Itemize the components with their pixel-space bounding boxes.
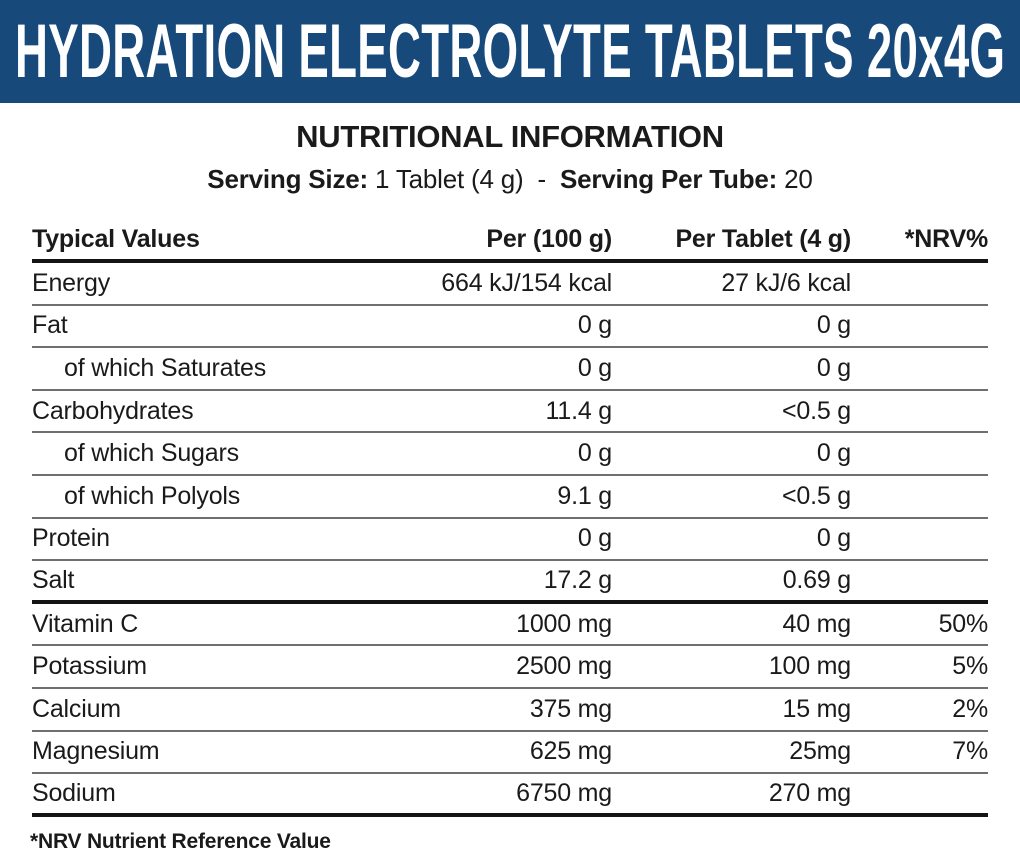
row-per-tablet: 100 mg	[768, 652, 851, 681]
serving-size-value: 1 Tablet (4 g)	[375, 164, 524, 194]
row-per-tablet: 27 kJ/6 kcal	[721, 268, 851, 297]
row-per-100g: 0 g	[577, 353, 612, 382]
row-label: Energy	[32, 268, 111, 297]
table-row: Fat 0 g 0 g	[32, 306, 988, 349]
row-per-100g: 2500 mg	[516, 652, 612, 681]
row-per-tablet: <0.5 g	[781, 396, 851, 425]
row-label: Salt	[32, 565, 75, 594]
row-per-tablet: <0.5 g	[781, 481, 851, 510]
row-per-100g: 17.2 g	[543, 565, 613, 594]
nutrition-table: Typical Values Per (100 g) Per Tablet (4…	[32, 220, 988, 817]
row-per-tablet: 0.69 g	[782, 565, 852, 594]
table-row: Calcium 375 mg 15 mg 2%	[32, 689, 988, 732]
row-per-tablet: 270 mg	[768, 778, 851, 807]
row-nrv: 5%	[952, 652, 988, 681]
serving-info: Serving Size: 1 Tablet (4 g) - Serving Per…	[0, 164, 1020, 195]
row-label: Protein	[32, 524, 110, 553]
table-row: Potassium 2500 mg 100 mg 5%	[32, 646, 988, 689]
row-label: Calcium	[32, 694, 121, 723]
row-label: of which Polyols	[64, 481, 241, 510]
serving-separator: -	[537, 164, 547, 194]
row-per-100g: 11.4 g	[545, 396, 613, 425]
serving-per-tube-value: 20	[784, 164, 813, 194]
col-header-nrv-percent: *NRV%	[904, 225, 988, 253]
row-per-100g: 6750 mg	[516, 778, 612, 807]
row-per-100g: 9.1 g	[557, 481, 612, 510]
row-label: Magnesium	[32, 737, 160, 766]
row-nrv: 2%	[952, 694, 988, 723]
row-label: Vitamin C	[32, 609, 139, 638]
nrv-footnote: *NRV Nutrient Reference Value	[30, 829, 331, 853]
section-title: NUTRITIONAL INFORMATION	[296, 119, 724, 154]
col-header-typical-values: Typical Values	[32, 225, 200, 253]
table-body: Energy 664 kJ/154 kcal 27 kJ/6 kcal Fat 0 g 0…	[32, 263, 988, 817]
row-label: of which Saturates	[64, 353, 267, 382]
serving-per-tube-label: Serving Per Tube:	[559, 164, 778, 194]
table-row: Protein 0 g 0 g	[32, 519, 988, 562]
table-row: Salt 17.2 g 0.69 g	[32, 561, 988, 604]
row-per-100g: 1000 mg	[516, 609, 612, 638]
table-row: Vitamin C 1000 mg 40 mg 50%	[32, 604, 988, 647]
row-label: Carbohydrates	[32, 396, 194, 425]
table-row: Energy 664 kJ/154 kcal 27 kJ/6 kcal	[32, 263, 988, 306]
product-title: HYDRATION ELECTROLYTE TABLETS 20x4G	[14, 8, 1006, 94]
row-nrv: 50%	[938, 609, 989, 638]
row-per-tablet: 15 mg	[782, 694, 852, 723]
row-per-100g: 664 kJ/154 kcal	[441, 268, 612, 297]
row-label: Sodium	[32, 778, 116, 807]
row-per-tablet: 0 g	[816, 311, 851, 340]
col-header-per-100g: Per (100 g)	[486, 225, 612, 253]
product-title-banner: HYDRATION ELECTROLYTE TABLETS 20x4G	[0, 0, 1020, 103]
table-row: of which Polyols 9.1 g <0.5 g	[32, 476, 988, 519]
row-label: Fat	[32, 311, 68, 340]
row-per-100g: 0 g	[577, 524, 612, 553]
table-row: Carbohydrates 11.4 g <0.5 g	[32, 391, 988, 434]
table-row: of which Saturates 0 g 0 g	[32, 348, 988, 391]
table-header-row: Typical Values Per (100 g) Per Tablet (4…	[32, 220, 988, 263]
row-per-tablet: 0 g	[816, 439, 851, 468]
row-per-100g: 0 g	[577, 311, 612, 340]
row-per-100g: 375 mg	[529, 694, 612, 723]
col-header-per-tablet: Per Tablet (4 g)	[675, 225, 851, 253]
row-label: of which Sugars	[64, 439, 239, 468]
row-per-100g: 0 g	[577, 439, 612, 468]
row-nrv: 7%	[952, 737, 988, 766]
row-per-tablet: 40 mg	[782, 609, 852, 638]
row-per-tablet: 25mg	[789, 737, 851, 766]
table-row: of which Sugars 0 g 0 g	[32, 433, 988, 476]
row-per-tablet: 0 g	[816, 524, 851, 553]
row-label: Potassium	[32, 652, 147, 681]
row-per-100g: 625 mg	[529, 737, 612, 766]
table-row: Sodium 6750 mg 270 mg	[32, 774, 988, 817]
serving-size-label: Serving Size:	[207, 164, 368, 194]
row-per-tablet: 0 g	[816, 353, 851, 382]
table-row: Magnesium 625 mg 25mg 7%	[32, 732, 988, 775]
